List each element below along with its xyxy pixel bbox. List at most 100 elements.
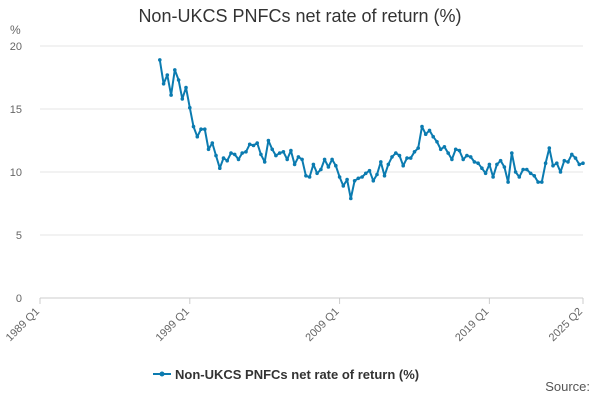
x-tick-label: 2009 Q1 — [303, 306, 341, 344]
legend[interactable]: Non-UKCS PNFCs net rate of return (%) — [153, 367, 419, 382]
data-point — [487, 162, 492, 167]
data-point — [289, 148, 293, 153]
data-point — [161, 82, 166, 86]
data-point — [495, 162, 499, 167]
data-point — [296, 155, 301, 159]
data-point — [334, 163, 338, 168]
data-point — [229, 151, 233, 155]
data-point — [394, 151, 398, 155]
data-point — [517, 175, 522, 179]
data-point — [536, 180, 540, 184]
data-point — [180, 97, 185, 101]
data-point — [251, 143, 256, 148]
data-point — [491, 175, 495, 179]
data-point — [562, 158, 567, 163]
data-point — [446, 151, 451, 155]
data-point — [345, 177, 349, 182]
data-point — [173, 68, 177, 72]
y-tick-label: 0 — [16, 293, 22, 305]
data-point — [408, 156, 413, 160]
data-point — [356, 176, 361, 181]
y-tick-label: 15 — [10, 104, 22, 116]
data-point — [322, 157, 327, 162]
legend-label: Non-UKCS PNFCs net rate of return (%) — [175, 367, 419, 382]
data-point — [472, 160, 477, 164]
data-point — [461, 157, 466, 162]
data-point — [480, 166, 484, 170]
data-point — [203, 127, 207, 131]
data-point — [218, 166, 222, 170]
data-point — [555, 161, 559, 165]
data-point — [247, 142, 252, 147]
data-point — [423, 132, 428, 136]
data-point — [558, 170, 563, 174]
x-tick-label: 2019 Q1 — [453, 306, 491, 344]
data-point — [379, 160, 383, 164]
data-point — [420, 124, 424, 129]
data-point — [566, 160, 570, 164]
data-point — [300, 157, 304, 162]
data-point — [188, 105, 192, 110]
data-point — [259, 152, 263, 157]
data-point — [292, 162, 297, 167]
data-point — [281, 150, 286, 154]
data-point — [367, 168, 372, 173]
data-point — [341, 184, 346, 188]
y-tick-label: 20 — [10, 41, 22, 53]
data-point — [476, 161, 480, 165]
data-point — [364, 171, 368, 176]
data-point — [438, 147, 443, 152]
x-tick-label: 1989 Q1 — [4, 306, 42, 344]
data-point — [547, 146, 552, 150]
data-point — [214, 153, 218, 158]
data-point — [352, 179, 357, 183]
data-point — [416, 146, 421, 150]
data-point — [577, 162, 582, 167]
x-tick-label: 2025 Q2 — [547, 306, 585, 344]
data-point — [199, 127, 203, 131]
data-point — [375, 172, 379, 177]
data-point — [236, 157, 241, 162]
data-point — [319, 167, 323, 172]
data-point — [435, 140, 439, 144]
data-point — [262, 160, 267, 164]
data-point — [498, 158, 503, 163]
data-point — [270, 147, 275, 152]
data-point — [506, 180, 510, 184]
data-point — [371, 179, 376, 183]
data-point — [401, 163, 406, 168]
data-point — [570, 152, 574, 157]
data-point — [225, 158, 229, 163]
data-point — [581, 161, 585, 165]
data-point — [184, 85, 188, 90]
y-axis-label: % — [10, 23, 21, 37]
data-point — [468, 155, 473, 159]
data-point — [450, 157, 454, 162]
source-label: Source: — [545, 379, 590, 394]
data-point — [360, 175, 364, 179]
data-point — [502, 165, 507, 169]
data-point — [521, 167, 525, 172]
data-point — [191, 124, 196, 129]
data-point — [532, 174, 537, 178]
data-point — [274, 153, 278, 158]
data-point — [311, 162, 316, 167]
data-point — [232, 152, 237, 157]
data-point — [169, 93, 173, 97]
data-point — [543, 161, 548, 165]
data-point — [510, 151, 514, 155]
data-point — [525, 167, 529, 172]
data-point — [386, 162, 391, 167]
data-point — [304, 174, 308, 178]
data-point — [349, 196, 353, 201]
data-point — [442, 145, 447, 149]
data-point — [158, 58, 162, 62]
data-point — [326, 165, 331, 169]
axis-layer: 0 5 10 15 20% 1989 Q1 1999 Q1 2009 Q1 2019 Q1 202… — [4, 23, 585, 344]
data-point — [244, 150, 248, 154]
data-point — [483, 171, 488, 176]
data-point — [457, 148, 462, 153]
data-point — [176, 78, 181, 82]
y-tick-label: 10 — [10, 167, 22, 179]
data-point — [513, 170, 518, 174]
